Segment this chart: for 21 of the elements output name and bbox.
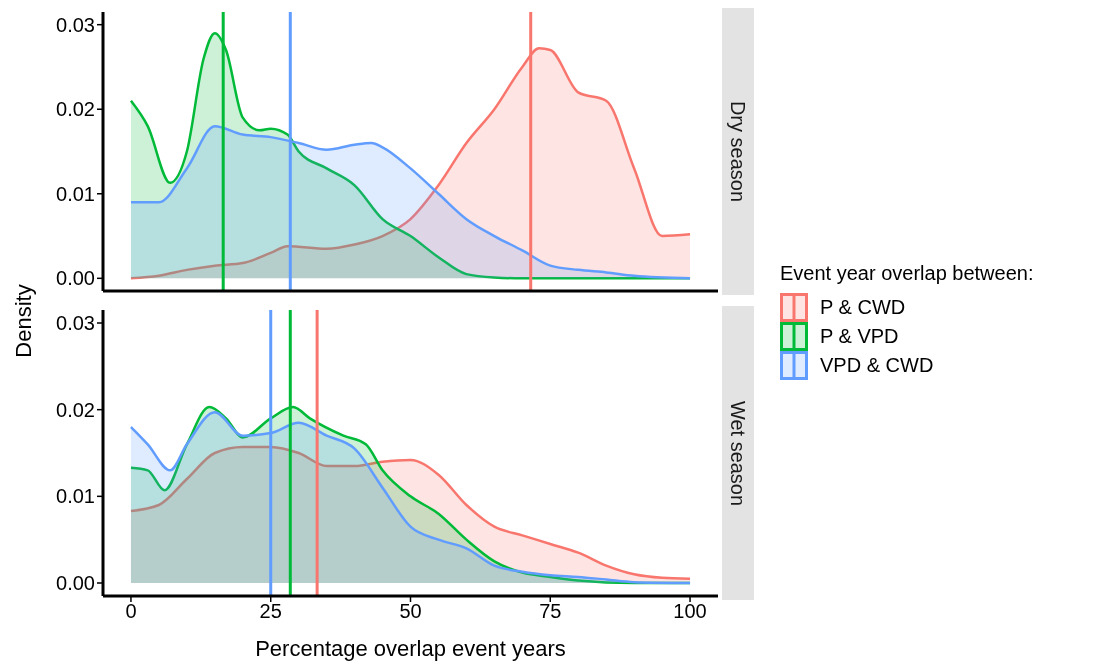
x-tick-label: 25 xyxy=(259,600,282,623)
y-tick-label: 0.01 xyxy=(56,182,95,205)
y-tick-label: 0.03 xyxy=(56,312,95,335)
y-tick-label: 0.02 xyxy=(56,98,95,121)
y-tick-label: 0.01 xyxy=(56,485,95,508)
y-tick-label: 0.03 xyxy=(56,13,95,36)
y-tick-label: 0.02 xyxy=(56,398,95,421)
x-tick-label: 75 xyxy=(539,600,562,623)
legend-label: P & CWD xyxy=(820,296,906,319)
y-axis-title: Density xyxy=(11,283,37,360)
legend-label: VPD & CWD xyxy=(820,354,934,377)
legend-label: P & VPD xyxy=(820,325,899,348)
text: Wet season xyxy=(726,400,750,506)
x-tick-label: 0 xyxy=(125,600,137,623)
x-tick-label: 100 xyxy=(673,600,707,623)
y-tick-label: 0.00 xyxy=(56,267,95,290)
x-axis-title: Percentage overlap event years xyxy=(255,636,566,661)
text: Dry season xyxy=(726,100,750,203)
x-tick-label: 50 xyxy=(399,600,422,623)
legend-title: Event year overlap between: xyxy=(780,262,1034,285)
y-tick-label: 0.00 xyxy=(56,572,95,595)
